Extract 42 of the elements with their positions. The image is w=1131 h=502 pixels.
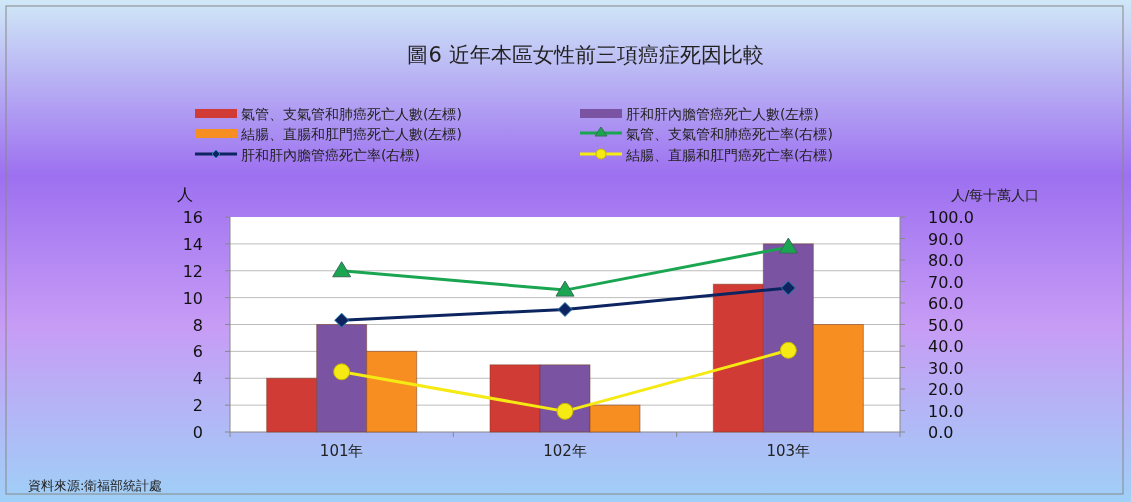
y2-tick-label: 10.0 [928, 401, 964, 421]
y2-tick-label: 40.0 [928, 337, 964, 356]
y-tick-label: 8 [192, 315, 203, 335]
x-tick-label: 103年 [766, 442, 811, 460]
point [555, 280, 575, 297]
y2-tick-label: 30.0 [928, 358, 964, 378]
legend-label: 肝和肝內膽管癌死亡率(右標) [241, 147, 420, 163]
y2-tick-label: 60.0 [928, 294, 964, 313]
source-note: 資料來源:衛福部統計處 [28, 478, 163, 493]
y-tick-label: 16 [182, 208, 203, 227]
legend-label: 氣管、支氣管和肺癌死亡率(右標) [626, 126, 833, 142]
y-tick-label: 12 [182, 261, 203, 281]
chart-title: 圖6 近年本區女性前三項癌症死因比較 [407, 43, 764, 67]
point [334, 312, 350, 328]
y2-tick-label: 0.0 [928, 423, 954, 442]
y-tick-label: 10 [182, 288, 203, 308]
y-tick-label: 2 [192, 396, 203, 416]
y2-tick-label: 100.0 [928, 208, 974, 227]
y2-axis-title: 人/每十萬人口 [950, 187, 1040, 203]
legend-label: 氣管、支氣管和肺癌死亡人數(左標) [241, 106, 462, 122]
y-tick-label: 6 [192, 342, 203, 362]
point [333, 363, 351, 381]
point [556, 402, 574, 420]
x-tick-label: 101年 [319, 442, 364, 460]
y2-tick-label: 90.0 [928, 229, 964, 249]
y-tick-label: 4 [192, 369, 203, 389]
point [778, 237, 798, 254]
x-tick-label: 102年 [543, 442, 587, 460]
y-tick-label: 14 [182, 234, 203, 254]
point [332, 261, 352, 278]
y2-tick-label: 50.0 [928, 315, 964, 335]
point [557, 301, 573, 317]
y-axis-title: 人 [177, 185, 193, 204]
point [780, 280, 796, 296]
legend-label: 結腸、直腸和肛門癌死亡人數(左標) [240, 126, 462, 142]
y2-tick-label: 70.0 [928, 272, 964, 292]
legend-label: 肝和肝內膽管癌死亡人數(左標) [626, 106, 819, 122]
y-tick-label: 0 [192, 423, 203, 442]
y2-tick-label: 80.0 [928, 251, 964, 270]
y2-tick-label: 20.0 [928, 380, 964, 399]
legend-label: 結腸、直腸和肛門癌死亡率(右標) [625, 147, 833, 163]
point [779, 341, 797, 359]
